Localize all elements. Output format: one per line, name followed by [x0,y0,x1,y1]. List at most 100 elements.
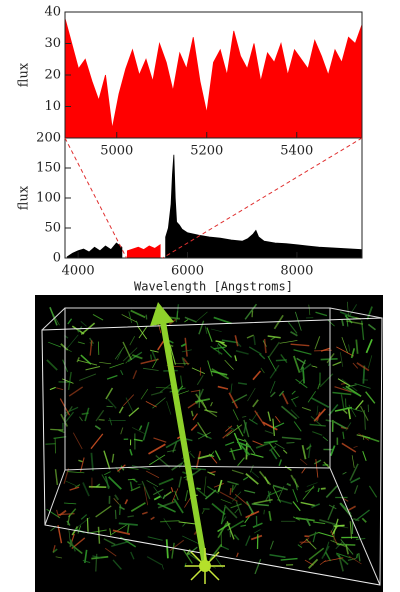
filament [358,553,361,562]
filament [67,371,72,390]
filament [311,397,330,409]
filament [328,504,337,510]
filament [237,457,245,467]
filament [234,493,250,507]
filament [308,558,319,569]
filament [165,539,169,559]
filament [186,548,191,555]
filament [301,406,312,411]
filament [169,345,176,365]
filament [114,494,120,501]
filament [355,339,359,354]
filament [128,311,133,323]
filament [315,311,328,317]
filament [174,490,179,501]
filament [275,416,281,423]
filament [114,509,117,520]
filament [280,557,298,561]
filament [307,390,317,403]
filament [118,406,124,414]
filament [69,486,80,491]
filament [243,419,250,438]
filament [204,326,208,334]
filament [208,454,215,458]
filament [272,418,275,436]
filament [253,335,256,346]
filament [245,500,255,515]
filament [184,319,189,323]
filament [155,387,173,389]
filament [320,487,326,490]
simulation-image [35,295,383,592]
filament [311,503,320,509]
filament [254,529,261,534]
filament [105,387,114,400]
filament [155,454,170,468]
filament [190,410,194,417]
filament [340,502,352,514]
filament [178,521,198,525]
filament [300,538,309,545]
filament [137,483,142,486]
filament [201,399,208,412]
filament [338,554,344,572]
spectra: 10 20 30 40 5000 5200 5400 flux 0 50 100 150 200 4000… [17,5,363,294]
spectrum [64,18,363,139]
filament [281,436,302,440]
filament [77,359,98,366]
filament [290,343,310,347]
filament [180,375,183,388]
filament [278,459,283,467]
filament [335,541,343,550]
filament [137,325,148,340]
filament [308,304,311,316]
filament [128,407,140,417]
filament [293,349,312,355]
spectrum [126,244,161,259]
x-tick-label: 5400 [280,144,313,159]
spectrum [165,154,363,259]
filament [67,318,73,325]
filament [135,320,139,326]
filament [290,474,300,488]
filament [181,349,192,353]
filament [260,367,265,374]
filament [169,539,185,552]
filament [300,359,307,371]
filament [123,394,135,406]
filament [325,485,338,499]
filament [130,309,146,319]
filament [211,328,222,332]
filament [153,495,161,501]
filament [67,471,85,474]
filament [180,343,187,348]
filament [183,549,193,564]
filament [362,365,366,384]
filament [63,502,77,505]
filament [225,441,235,446]
filament [325,551,332,562]
filament [109,528,112,536]
filament [311,365,318,368]
filament [217,522,228,539]
y-axis-label: flux [17,185,32,210]
filament [231,469,244,475]
filament [321,545,330,560]
filament [210,401,213,407]
filament [131,354,143,360]
filament [152,358,158,369]
filament [350,348,356,359]
filament [125,397,134,412]
filament [252,440,264,446]
filament [295,378,308,389]
filament [90,433,104,450]
filament [46,508,61,519]
y-tick-label: 20 [44,68,61,83]
filament [314,459,322,465]
filament [244,489,256,494]
filament [178,476,182,488]
filament [262,421,278,431]
cube-edge [44,469,66,526]
filament [109,417,113,426]
filament [242,415,247,418]
